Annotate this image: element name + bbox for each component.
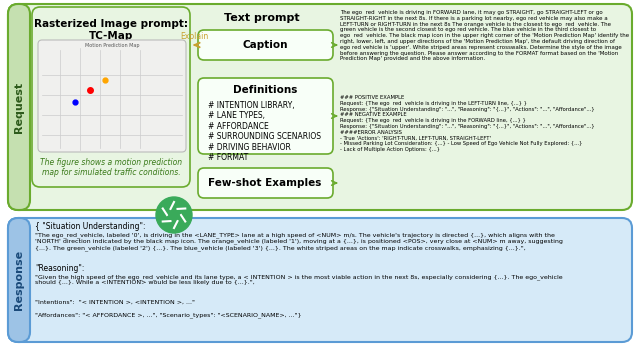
Text: "Given the high speed of the ego_red_vehicle and its lane type, a < INTENTION > : "Given the high speed of the ego_red_veh… (35, 274, 563, 285)
Text: "The ego_red_vehicle, labeled '0', is driving in the <LANE_TYPE> lane at a high : "The ego_red_vehicle, labeled '0', is dr… (35, 232, 563, 251)
Text: Rasterized Image prompt:
TC-Map: Rasterized Image prompt: TC-Map (34, 19, 188, 40)
Text: # INTENTION LIBRARY,
# LANE TYPES,
# AFFORDANCE
# SURROUNDING SCENARIOS
# DRIVIN: # INTENTION LIBRARY, # LANE TYPES, # AFF… (208, 101, 321, 162)
FancyBboxPatch shape (198, 30, 333, 60)
Text: "Reasoning":: "Reasoning": (35, 264, 84, 273)
Text: The ego  red  vehicle is driving in FORWARD lane, it may go STRAIGHT, go STRAIGH: The ego red vehicle is driving in FORWAR… (340, 10, 629, 61)
Text: { "Situation Understanding":: { "Situation Understanding": (35, 222, 145, 231)
Text: Response: Response (14, 250, 24, 310)
FancyBboxPatch shape (32, 7, 190, 187)
Text: Explain: Explain (180, 32, 208, 41)
FancyBboxPatch shape (8, 4, 632, 210)
FancyBboxPatch shape (38, 40, 186, 152)
FancyBboxPatch shape (8, 218, 30, 342)
Text: Few-shot Examples: Few-shot Examples (208, 178, 322, 188)
Text: The figure shows a motion prediction
map for simulated traffic conditions.: The figure shows a motion prediction map… (40, 158, 182, 177)
Text: "Intentions":  "< INTENTION >, <INTENTION >, ...": "Intentions": "< INTENTION >, <INTENTION… (35, 300, 195, 305)
FancyBboxPatch shape (198, 168, 333, 198)
Circle shape (169, 210, 179, 220)
FancyBboxPatch shape (8, 4, 30, 210)
FancyBboxPatch shape (198, 78, 333, 154)
Text: "Affordances": "< AFFORDANCE >, ...", "Scenario_types": "<SCENARIO_NAME>, ..."}: "Affordances": "< AFFORDANCE >, ...", "S… (35, 312, 301, 318)
Text: Text prompt: Text prompt (224, 13, 300, 23)
FancyBboxPatch shape (8, 218, 632, 342)
Text: Caption: Caption (243, 40, 288, 50)
Text: Motion Prediction Map: Motion Prediction Map (84, 43, 140, 48)
Text: Request: Request (14, 81, 24, 133)
Circle shape (156, 197, 192, 233)
Text: Definitions: Definitions (233, 85, 297, 95)
Text: ### POSITIVE EXAMPLE
Request: {The ego  red  vehicle is driving in the LEFT-TURN: ### POSITIVE EXAMPLE Request: {The ego r… (340, 95, 595, 152)
